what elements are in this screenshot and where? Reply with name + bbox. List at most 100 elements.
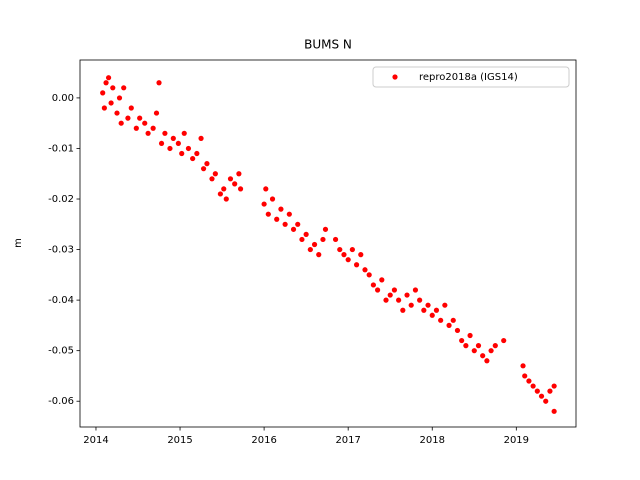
data-point bbox=[538, 393, 545, 399]
data-point bbox=[311, 241, 318, 248]
data-point bbox=[198, 135, 204, 141]
x-tick-label: 2016 bbox=[251, 435, 276, 446]
data-point bbox=[425, 302, 431, 308]
data-point bbox=[105, 75, 112, 81]
data-point bbox=[520, 363, 526, 369]
data-point bbox=[320, 236, 326, 243]
data-point bbox=[501, 337, 507, 344]
data-point bbox=[116, 95, 123, 101]
data-point bbox=[307, 246, 313, 253]
data-point bbox=[221, 186, 227, 192]
data-point bbox=[400, 307, 406, 313]
data-point bbox=[227, 176, 234, 182]
data-point bbox=[551, 408, 557, 414]
data-point bbox=[345, 257, 351, 263]
y-axis-label: m bbox=[13, 238, 24, 248]
y-tick-label: 0.00 bbox=[52, 93, 74, 104]
data-point bbox=[217, 191, 223, 197]
data-point bbox=[480, 353, 486, 359]
data-point bbox=[167, 145, 173, 152]
data-point bbox=[387, 292, 393, 298]
data-point bbox=[488, 348, 494, 354]
data-point bbox=[412, 287, 419, 293]
data-point bbox=[125, 115, 131, 121]
data-point bbox=[142, 120, 148, 126]
data-point bbox=[286, 211, 292, 217]
data-point bbox=[379, 277, 385, 283]
data-point bbox=[103, 80, 109, 86]
data-point bbox=[463, 343, 469, 349]
data-point bbox=[185, 145, 192, 152]
data-point bbox=[492, 343, 498, 349]
legend-marker bbox=[392, 74, 398, 80]
data-point bbox=[128, 105, 134, 111]
legend-label: repro2018a (IGS14) bbox=[419, 72, 518, 83]
y-tick-label: -0.04 bbox=[48, 295, 74, 306]
x-tick-label: 2017 bbox=[335, 435, 360, 446]
data-point bbox=[459, 337, 465, 344]
data-point bbox=[358, 252, 364, 258]
data-point bbox=[547, 388, 553, 394]
data-point bbox=[290, 226, 297, 232]
data-point bbox=[337, 246, 343, 253]
data-point bbox=[274, 216, 280, 222]
data-point bbox=[522, 373, 528, 379]
data-point bbox=[303, 231, 309, 238]
data-point bbox=[278, 206, 284, 212]
data-point bbox=[179, 150, 185, 157]
data-point bbox=[375, 287, 381, 293]
data-point bbox=[484, 358, 490, 364]
data-point bbox=[421, 307, 427, 313]
data-point bbox=[438, 317, 444, 323]
data-point bbox=[526, 378, 532, 384]
data-point bbox=[349, 246, 355, 253]
data-point bbox=[200, 166, 207, 172]
data-point bbox=[475, 343, 482, 349]
data-point bbox=[299, 236, 305, 243]
data-point bbox=[156, 80, 162, 86]
data-point bbox=[408, 302, 414, 308]
data-point bbox=[467, 332, 473, 339]
data-point bbox=[101, 105, 107, 111]
data-point bbox=[404, 292, 410, 298]
data-point bbox=[471, 348, 477, 354]
data-point bbox=[295, 221, 301, 227]
data-point bbox=[322, 226, 329, 232]
y-tick-label: -0.05 bbox=[48, 346, 74, 357]
x-tick-label: 2018 bbox=[420, 435, 445, 446]
data-point bbox=[137, 115, 143, 121]
x-tick-label: 2015 bbox=[167, 435, 192, 446]
data-point bbox=[118, 120, 124, 126]
data-point bbox=[153, 110, 160, 116]
data-point bbox=[446, 322, 452, 328]
y-tick-label: -0.01 bbox=[48, 143, 74, 154]
data-point bbox=[170, 135, 176, 141]
x-tick-label: 2014 bbox=[83, 435, 108, 446]
data-point bbox=[417, 297, 423, 303]
y-tick-label: -0.06 bbox=[48, 396, 74, 407]
data-point bbox=[383, 297, 389, 303]
data-point bbox=[341, 252, 347, 258]
data-point bbox=[332, 236, 339, 243]
plot-frame bbox=[79, 59, 577, 428]
data-point bbox=[110, 85, 116, 91]
data-point bbox=[121, 85, 127, 91]
data-point bbox=[212, 171, 218, 177]
data-point bbox=[429, 312, 435, 318]
data-point bbox=[181, 130, 187, 136]
data-point bbox=[316, 252, 322, 258]
data-point bbox=[162, 130, 168, 136]
data-point bbox=[450, 317, 456, 323]
data-point bbox=[158, 140, 165, 147]
data-point bbox=[100, 90, 106, 96]
data-point bbox=[108, 100, 114, 106]
data-point bbox=[236, 171, 242, 177]
data-point bbox=[442, 302, 448, 308]
data-point bbox=[282, 221, 288, 227]
data-point bbox=[454, 327, 461, 334]
data-point bbox=[175, 140, 181, 147]
data-point bbox=[263, 186, 269, 192]
data-point bbox=[370, 282, 376, 288]
data-point bbox=[223, 196, 229, 202]
